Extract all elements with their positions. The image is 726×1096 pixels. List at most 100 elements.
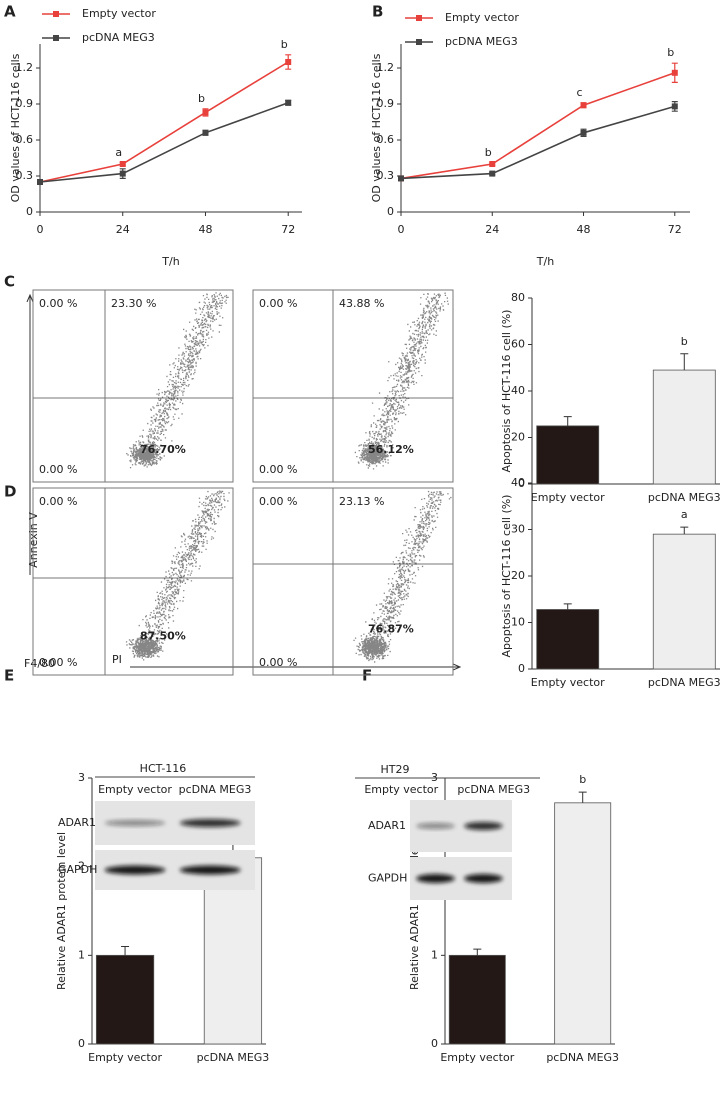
y-tick-label: 20 [511, 431, 525, 444]
y-axis-label: Relative ADAR1 protein level [408, 832, 421, 990]
bar [95, 954, 155, 1045]
y-tick-label: 3 [78, 771, 85, 784]
point [285, 99, 292, 106]
blot-title: HCT-116 [140, 762, 187, 775]
flow-frame [252, 289, 454, 483]
x-tick-label: pcDNA MEG3 [648, 491, 721, 504]
legend-marker [416, 15, 422, 21]
quadrant-label: 56.12% [368, 443, 414, 456]
y-tick-label: 0 [78, 1037, 85, 1050]
error-bar [563, 603, 572, 610]
quadrant-label: 43.88 % [339, 297, 384, 310]
panel-label: B [372, 3, 383, 21]
x-tick-label: Empty vector [531, 491, 605, 504]
point [119, 170, 126, 177]
y-tick-label: 40 [511, 384, 525, 397]
y-tick-label: 0.9 [16, 97, 34, 110]
error-bar [563, 416, 572, 426]
bar [652, 369, 716, 485]
lane-label: pcDNA MEG3 [457, 783, 530, 796]
quadrant-label: 87.50% [140, 630, 186, 643]
annotation: b [198, 92, 205, 105]
annotation: b [281, 38, 288, 51]
y-tick-label: 0 [387, 205, 394, 218]
y-tick-label: 0 [518, 477, 525, 490]
panel-label: C [4, 273, 15, 291]
error-bar [680, 353, 689, 371]
x-tick-label: 0 [37, 223, 44, 236]
error-bar [473, 948, 482, 956]
legend-label: Empty vector [82, 7, 156, 20]
annotation: b [681, 335, 688, 348]
x-tick-label: Empty vector [88, 1051, 162, 1064]
y-tick-label: 0.3 [16, 169, 34, 182]
point [580, 129, 587, 136]
x-tick-label: 72 [281, 223, 295, 236]
annotation: a [681, 508, 688, 521]
bar [448, 954, 506, 1045]
flow-x-label: PI [112, 653, 122, 666]
quadrant-label: 0.00 % [259, 463, 297, 476]
point [671, 69, 678, 76]
y-axis-label: OD values of HCT-116 cells [9, 53, 22, 202]
y-axis-label: Apoptosis of HCT-116 cell (%) [500, 495, 513, 658]
x-tick-label: 24 [116, 223, 130, 236]
y-axis-label: Apoptosis of HCT-116 cell (%) [500, 310, 513, 473]
point [285, 59, 292, 65]
x-tick-label: Empty vector [531, 676, 605, 689]
y-tick-label: 60 [511, 338, 525, 351]
legend-label: Empty vector [445, 11, 519, 24]
band [416, 823, 455, 829]
y-tick-label: 0.9 [377, 97, 395, 110]
flow-corner-label: F4/80 [24, 657, 55, 670]
band [179, 819, 241, 827]
row-label: GAPDH [58, 863, 97, 876]
y-tick-label: 0 [26, 205, 33, 218]
point [398, 175, 404, 182]
dots [126, 292, 229, 469]
series-line [39, 61, 289, 183]
bar [554, 802, 612, 1045]
quadrant-label: 0.00 % [39, 463, 77, 476]
y-tick-label: 1 [431, 948, 438, 961]
y-tick-label: 0.6 [377, 133, 395, 146]
panel-label: D [4, 483, 16, 501]
legend-marker [53, 11, 59, 17]
band [464, 822, 503, 830]
annotation: b [579, 773, 586, 786]
dots [125, 490, 230, 661]
error-bar [680, 526, 689, 535]
y-tick-label: 0 [431, 1037, 438, 1050]
legend-label: pcDNA MEG3 [445, 35, 518, 48]
point [489, 161, 496, 167]
quadrant-label: 0.00 % [259, 656, 297, 669]
x-axis-label: T/h [536, 255, 554, 268]
legend-label: pcDNA MEG3 [82, 31, 155, 44]
annotation: c [576, 86, 582, 99]
point [671, 103, 678, 110]
band [104, 865, 166, 875]
y-tick-label: 80 [511, 291, 525, 304]
quadrant-label: 23.13 % [339, 495, 384, 508]
point [202, 129, 209, 136]
quadrant-label: 0.00 % [259, 297, 297, 310]
dots [354, 292, 449, 470]
y-tick-label: 1.2 [377, 61, 395, 74]
bar [652, 533, 716, 670]
row-label: GAPDH [368, 872, 407, 885]
y-tick-label: 2 [78, 860, 85, 873]
x-tick-label: 24 [485, 223, 499, 236]
quadrant-label: 76.87% [368, 623, 414, 636]
legend-marker [416, 39, 422, 45]
y-axis-label: OD values of HCT-116 cells [370, 53, 383, 202]
series-line [39, 102, 289, 183]
y-axis-label: Relative ADAR1 protein level [55, 832, 68, 990]
x-tick-label: pcDNA MEG3 [197, 1051, 270, 1064]
dots [353, 490, 452, 663]
x-tick-label: Empty vector [440, 1051, 514, 1064]
lane-label: pcDNA MEG3 [179, 783, 252, 796]
y-tick-label: 1.2 [16, 61, 34, 74]
panel-label: A [4, 3, 16, 21]
point [119, 161, 126, 167]
annotation: b [667, 46, 674, 59]
